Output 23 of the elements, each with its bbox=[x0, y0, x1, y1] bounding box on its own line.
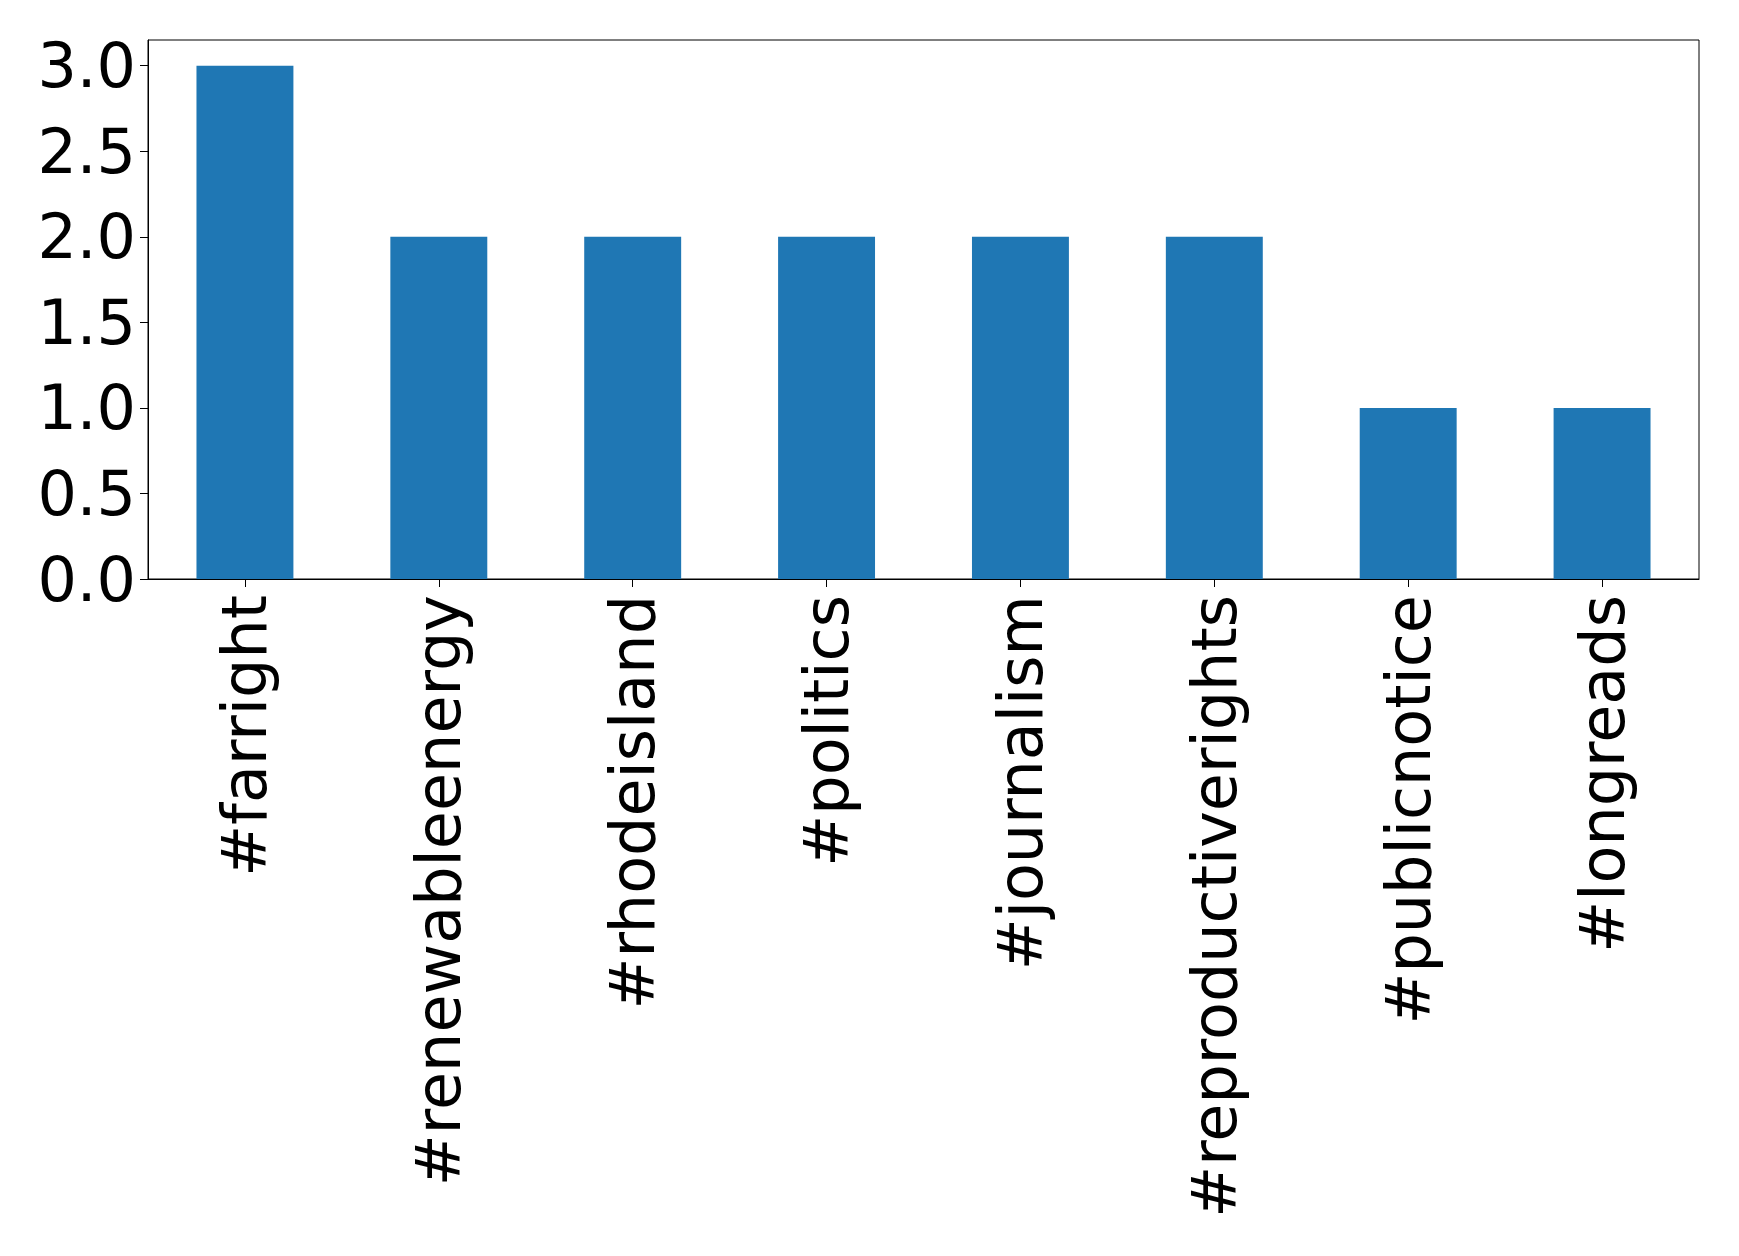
y-tick-label: 1.5 bbox=[37, 285, 136, 359]
x-tick-label: #longreads bbox=[1565, 595, 1639, 953]
y-tick-label: 0.5 bbox=[37, 456, 136, 530]
x-tick-label: #farright bbox=[208, 595, 282, 877]
bar bbox=[584, 236, 682, 579]
bar bbox=[1553, 407, 1651, 579]
y-tick-label: 3.0 bbox=[37, 29, 136, 103]
bar bbox=[1165, 236, 1263, 579]
y-tick-label: 0.0 bbox=[37, 542, 136, 616]
bar bbox=[196, 65, 294, 579]
bar bbox=[971, 236, 1069, 579]
y-tick-label: 2.5 bbox=[37, 114, 136, 188]
bar bbox=[390, 236, 488, 579]
bar bbox=[1359, 407, 1457, 579]
bar bbox=[778, 236, 876, 579]
y-tick-label: 2.0 bbox=[37, 200, 136, 274]
y-tick-label: 1.0 bbox=[37, 371, 136, 445]
x-tick-label: #journalism bbox=[983, 595, 1057, 971]
x-tick-label: #renewableenergy bbox=[402, 595, 476, 1187]
x-tick-label: #politics bbox=[790, 595, 864, 867]
x-tick-label: #rhodeisland bbox=[596, 595, 670, 1010]
x-tick-label: #reproductiverights bbox=[1177, 595, 1251, 1218]
x-tick-label: #publicnotice bbox=[1371, 595, 1445, 1025]
